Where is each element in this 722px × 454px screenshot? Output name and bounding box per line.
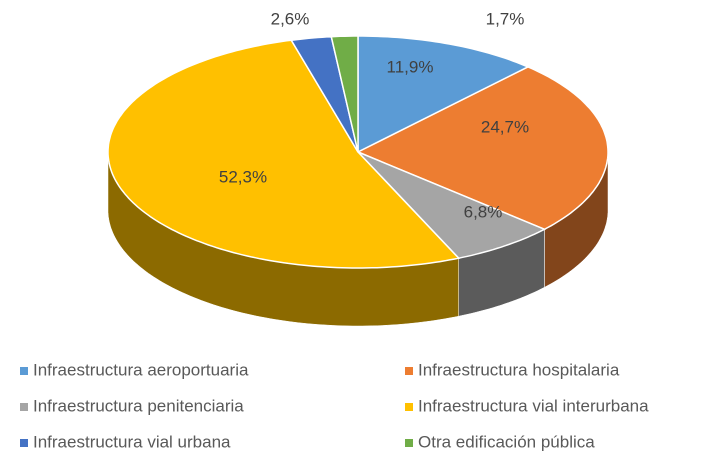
legend-label: Infraestructura penitenciaria <box>33 396 244 415</box>
slice <box>330 35 359 153</box>
legend-swatch <box>20 403 28 411</box>
legend-swatch <box>405 403 413 411</box>
legend-label: Infraestructura hospitalaria <box>418 360 620 379</box>
legend-swatch <box>20 367 28 375</box>
slice <box>357 35 530 154</box>
legend-swatch <box>405 367 413 375</box>
data-label: 52,3% <box>219 167 267 186</box>
legend-label: Infraestructura vial interurbana <box>418 396 649 415</box>
legend-label: Infraestructura aeroportuaria <box>33 360 249 379</box>
legend-label: Infraestructura vial urbana <box>33 432 231 451</box>
slice <box>290 35 359 153</box>
data-label: 24,7% <box>481 117 529 136</box>
slice <box>107 39 461 269</box>
data-label: 2,6% <box>271 9 310 28</box>
data-label: 6,8% <box>464 202 503 221</box>
data-label: 1,7% <box>486 9 525 28</box>
legend-label: Otra edificación pública <box>418 432 595 451</box>
slice <box>356 66 609 231</box>
legend-swatch <box>405 439 413 447</box>
data-label: 11,9% <box>387 57 434 76</box>
legend-swatch <box>20 439 28 447</box>
slice <box>357 151 547 260</box>
